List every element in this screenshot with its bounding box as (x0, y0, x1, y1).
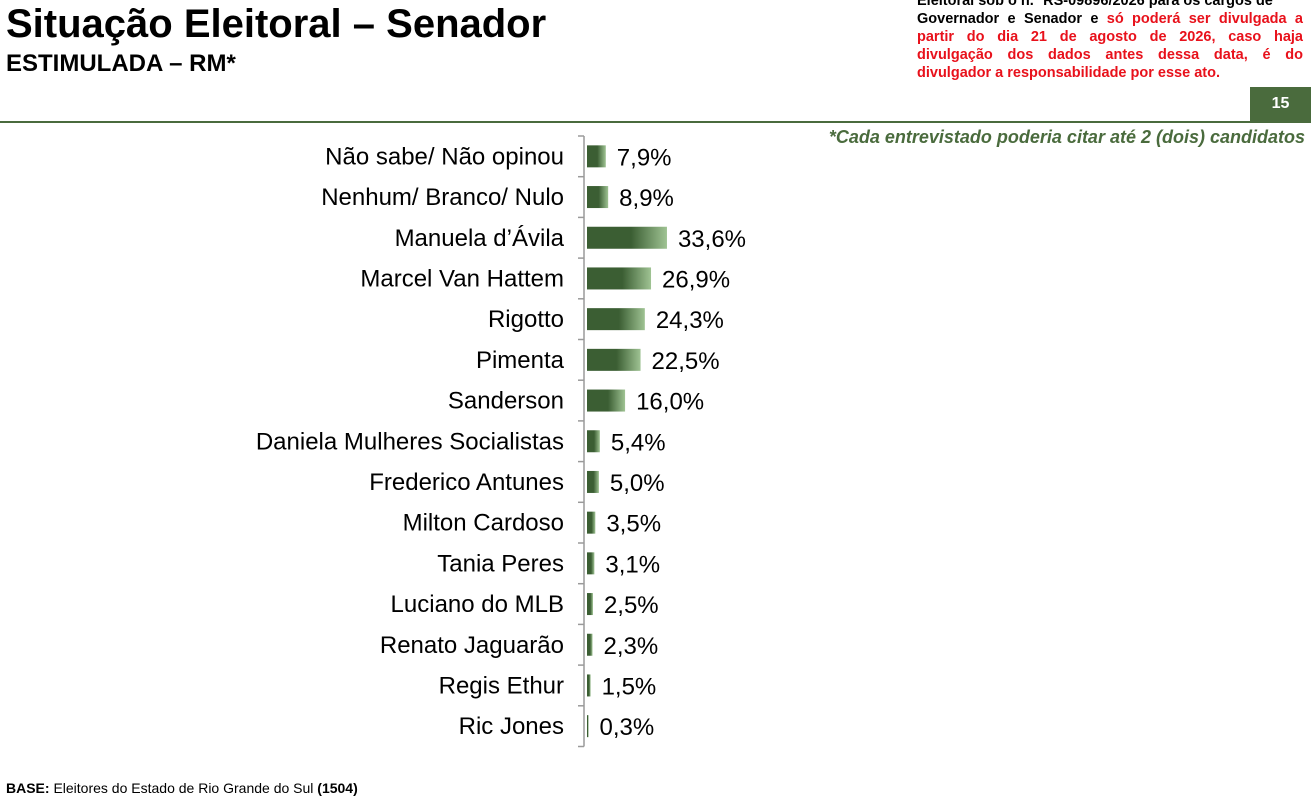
base-footnote: BASE: Eleitores do Estado de Rio Grande … (6, 780, 358, 796)
notice-black-line1: Eleitoral sob o n.º RS-09896/2026 para o… (917, 0, 1273, 9)
data-label: 22,5% (652, 348, 720, 375)
bar (587, 389, 626, 412)
bar (587, 674, 591, 697)
category-label: Tania Peres (437, 550, 564, 577)
notice-red-text: só poderá ser divulgada a partir do dia … (917, 11, 1303, 81)
bar (587, 511, 596, 534)
bar (587, 145, 606, 168)
category-label: Renato Jaguarão (380, 632, 564, 659)
bar (587, 470, 599, 493)
data-label: 33,6% (678, 226, 746, 253)
footnote-multiple-answers: *Cada entrevistado poderia citar até 2 (… (828, 127, 1305, 147)
category-label: Marcel Van Hattem (360, 265, 564, 292)
category-label: Pimenta (476, 347, 565, 374)
category-label: Luciano do MLB (391, 591, 564, 618)
base-count: (1504) (317, 780, 358, 796)
base-text: Eleitores do Estado de Rio Grande do Sul (49, 780, 318, 796)
data-label: 3,5% (606, 511, 661, 538)
page-title: Situação Eleitoral – Senador (6, 2, 547, 46)
data-label: 5,4% (611, 429, 666, 456)
category-label: Regis Ethur (439, 672, 564, 699)
data-label: 24,3% (656, 307, 724, 334)
data-label: 2,5% (604, 592, 659, 619)
bar (587, 308, 645, 331)
data-label: 2,3% (603, 633, 658, 660)
header-divider (0, 121, 1311, 123)
legal-notice: Eleitoral sob o n.º RS-09896/2026 para o… (917, 0, 1303, 82)
page-subtitle: ESTIMULADA – RM* (6, 50, 236, 77)
data-label: 7,9% (617, 144, 672, 171)
bar (587, 430, 600, 453)
bar (587, 226, 667, 249)
category-label: Nenhum/ Branco/ Nulo (321, 184, 564, 211)
category-label: Não sabe/ Não opinou (325, 143, 564, 170)
data-label: 8,9% (619, 185, 674, 212)
page-number-badge: 15 (1250, 87, 1311, 121)
category-label: Sanderson (448, 388, 564, 415)
bar (587, 593, 593, 616)
data-label: 1,5% (602, 673, 657, 700)
category-label: Frederico Antunes (369, 469, 564, 496)
data-label: 0,3% (600, 714, 655, 741)
notice-black-line2: Governador e Senador e (917, 11, 1107, 27)
category-label: Rigotto (488, 306, 564, 333)
bar (587, 633, 593, 656)
bar (587, 186, 609, 209)
category-label: Manuela d’Ávila (395, 225, 565, 252)
bar (587, 715, 589, 738)
data-label: 5,0% (610, 470, 665, 497)
category-label: Milton Cardoso (403, 510, 564, 537)
bar (587, 552, 595, 575)
category-label: Daniela Mulheres Socialistas (256, 428, 564, 455)
base-label: BASE: (6, 780, 50, 796)
bar (587, 267, 652, 290)
bar-chart: Não sabe/ Não opinou 7,9% Nenhum/ Branco/ … (256, 135, 746, 748)
data-label: 16,0% (636, 389, 704, 416)
data-label: 3,1% (605, 551, 660, 578)
bar (587, 348, 641, 371)
category-label: Ric Jones (459, 713, 564, 740)
data-label: 26,9% (662, 266, 730, 293)
